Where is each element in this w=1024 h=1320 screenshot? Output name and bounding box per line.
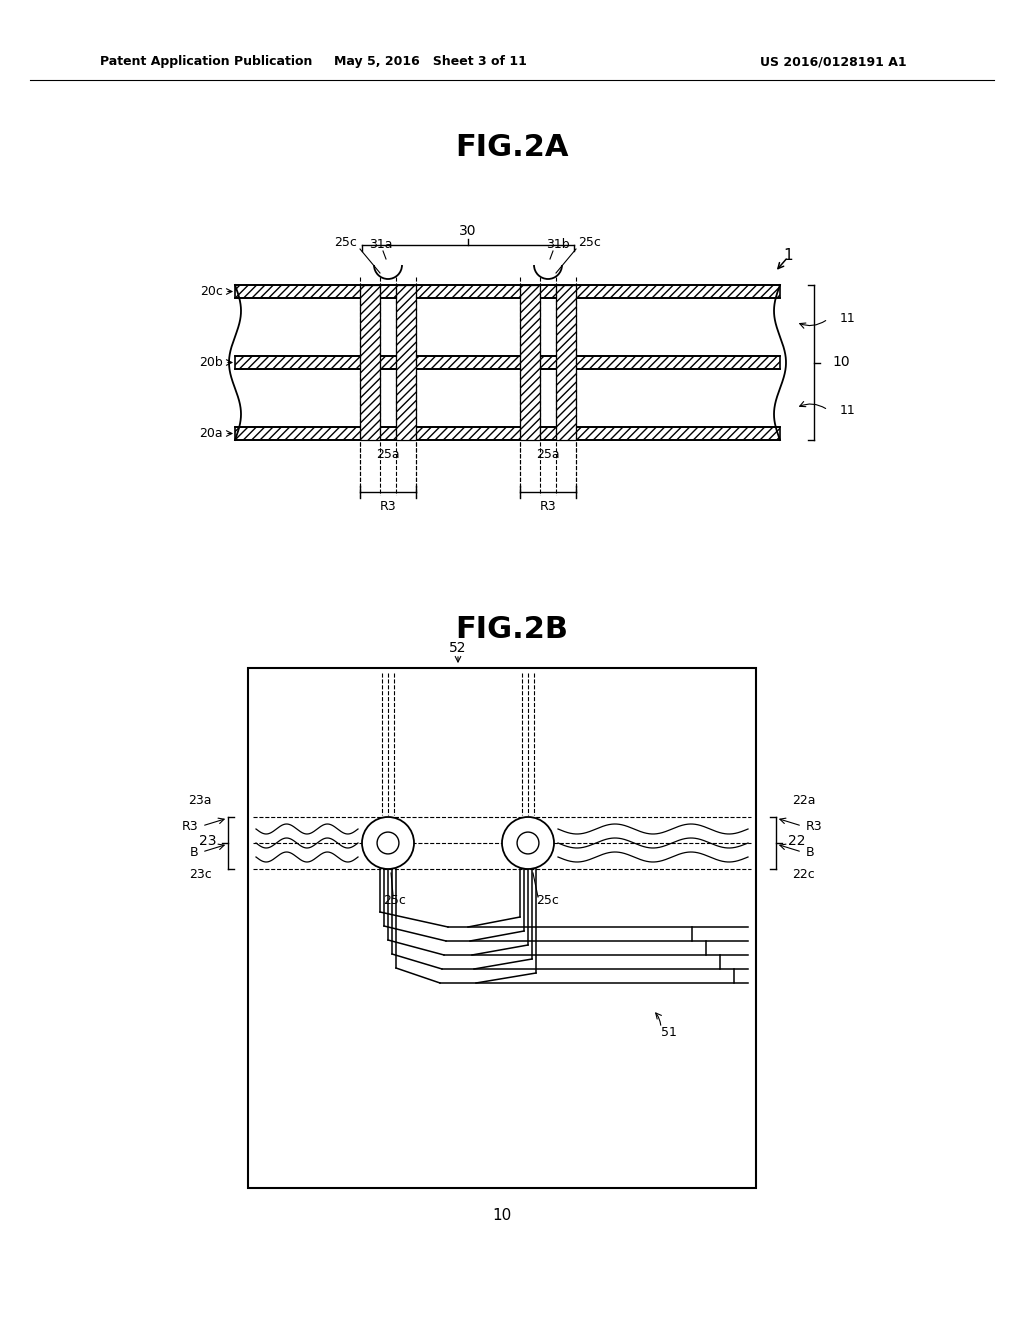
Text: 51: 51 [662,1026,677,1039]
Text: R3: R3 [380,499,396,512]
Text: 25c: 25c [579,236,601,249]
Text: 25a: 25a [537,447,560,461]
Text: 11: 11 [840,404,856,417]
Text: 25c: 25c [335,236,357,249]
Bar [234,285,780,440]
Circle shape [362,817,414,869]
Text: 20a: 20a [200,426,223,440]
Text: 22: 22 [788,834,806,847]
Text: 25c: 25c [536,895,559,908]
Bar [234,356,780,370]
Text: 31a: 31a [370,239,393,252]
Text: R3: R3 [540,499,556,512]
Text: US 2016/0128191 A1: US 2016/0128191 A1 [760,55,906,69]
Bar [360,285,380,440]
Bar [520,285,540,440]
Circle shape [517,832,539,854]
Text: 31b: 31b [546,239,569,252]
Bar [556,285,575,440]
Text: 22a: 22a [792,795,815,808]
Text: FIG.2A: FIG.2A [456,133,568,162]
Bar [396,285,416,440]
Text: R3: R3 [806,821,822,833]
Text: Patent Application Publication: Patent Application Publication [100,55,312,69]
Circle shape [502,817,554,869]
Text: 25a: 25a [376,447,399,461]
Text: 1: 1 [783,248,793,263]
Text: FIG.2B: FIG.2B [456,615,568,644]
Text: B: B [806,846,815,859]
Bar [234,426,780,440]
Text: 22c: 22c [792,869,815,882]
Circle shape [377,832,399,854]
Text: R3: R3 [181,821,198,833]
Text: 11: 11 [840,313,856,326]
Text: 23a: 23a [188,795,212,808]
Text: B: B [189,846,198,859]
Bar [248,668,756,1188]
Text: 30: 30 [459,224,477,238]
Text: 23: 23 [199,834,216,847]
Text: 23c: 23c [189,869,212,882]
Text: 10: 10 [493,1209,512,1224]
Text: 25c: 25c [383,895,406,908]
Text: 20c: 20c [200,285,223,298]
Bar [234,285,780,298]
Text: May 5, 2016   Sheet 3 of 11: May 5, 2016 Sheet 3 of 11 [334,55,526,69]
Text: 10: 10 [831,355,850,370]
Text: 20b: 20b [200,356,223,370]
Text: 52: 52 [450,642,467,655]
